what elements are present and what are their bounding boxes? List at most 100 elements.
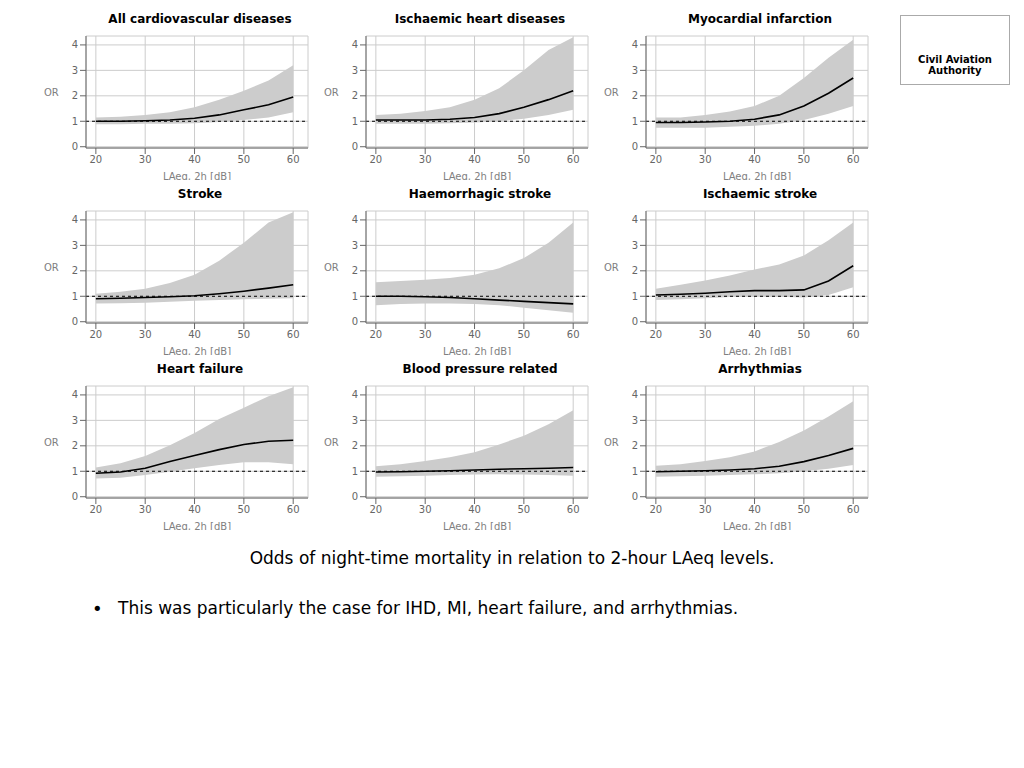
svg-text:4: 4 (632, 214, 638, 225)
svg-text:LAeq, 2h [dB]: LAeq, 2h [dB] (163, 346, 231, 355)
svg-text:50: 50 (237, 504, 250, 515)
svg-text:3: 3 (632, 415, 638, 426)
svg-text:40: 40 (188, 154, 201, 165)
svg-text:60: 60 (847, 154, 860, 165)
svg-text:0: 0 (632, 316, 638, 327)
svg-text:2: 2 (352, 265, 358, 276)
svg-text:LAeq, 2h [dB]: LAeq, 2h [dB] (443, 521, 511, 530)
svg-text:50: 50 (517, 329, 530, 340)
svg-text:OR: OR (604, 262, 619, 273)
svg-text:OR: OR (324, 437, 339, 448)
svg-text:60: 60 (287, 504, 300, 515)
svg-text:30: 30 (419, 154, 432, 165)
svg-text:30: 30 (699, 504, 712, 515)
svg-text:30: 30 (699, 154, 712, 165)
svg-text:20: 20 (89, 504, 102, 515)
svg-text:20: 20 (649, 329, 662, 340)
svg-text:20: 20 (649, 504, 662, 515)
svg-text:30: 30 (139, 504, 152, 515)
svg-text:0: 0 (72, 491, 78, 502)
svg-text:0: 0 (352, 141, 358, 152)
svg-text:2: 2 (352, 90, 358, 101)
svg-text:1: 1 (352, 116, 358, 127)
svg-text:0: 0 (72, 141, 78, 152)
svg-text:30: 30 (139, 329, 152, 340)
svg-text:3: 3 (632, 240, 638, 251)
svg-text:40: 40 (748, 504, 761, 515)
svg-text:1: 1 (632, 466, 638, 477)
svg-text:30: 30 (419, 329, 432, 340)
svg-text:40: 40 (748, 329, 761, 340)
svg-text:1: 1 (72, 466, 78, 477)
svg-text:20: 20 (89, 329, 102, 340)
svg-text:60: 60 (847, 329, 860, 340)
svg-text:40: 40 (468, 154, 481, 165)
svg-text:2: 2 (352, 440, 358, 451)
svg-text:4: 4 (72, 389, 78, 400)
svg-text:0: 0 (632, 491, 638, 502)
svg-text:40: 40 (748, 154, 761, 165)
svg-text:4: 4 (632, 39, 638, 50)
svg-text:LAeq, 2h [dB]: LAeq, 2h [dB] (163, 521, 231, 530)
svg-text:4: 4 (352, 389, 358, 400)
svg-text:1: 1 (72, 291, 78, 302)
svg-text:30: 30 (139, 154, 152, 165)
svg-text:3: 3 (632, 65, 638, 76)
svg-text:LAeq, 2h [dB]: LAeq, 2h [dB] (723, 171, 791, 180)
svg-text:40: 40 (188, 329, 201, 340)
svg-text:3: 3 (352, 415, 358, 426)
svg-text:60: 60 (567, 329, 580, 340)
svg-text:LAeq, 2h [dB]: LAeq, 2h [dB] (723, 521, 791, 530)
svg-text:0: 0 (632, 141, 638, 152)
svg-text:3: 3 (72, 415, 78, 426)
svg-text:1: 1 (352, 291, 358, 302)
svg-text:0: 0 (352, 491, 358, 502)
svg-text:40: 40 (468, 329, 481, 340)
svg-text:40: 40 (468, 504, 481, 515)
svg-text:OR: OR (44, 262, 59, 273)
svg-text:OR: OR (604, 87, 619, 98)
svg-text:50: 50 (517, 154, 530, 165)
svg-text:50: 50 (237, 329, 250, 340)
svg-text:30: 30 (699, 329, 712, 340)
svg-text:2: 2 (632, 90, 638, 101)
svg-text:60: 60 (847, 504, 860, 515)
svg-text:LAeq, 2h [dB]: LAeq, 2h [dB] (723, 346, 791, 355)
svg-text:1: 1 (632, 116, 638, 127)
svg-text:LAeq, 2h [dB]: LAeq, 2h [dB] (443, 346, 511, 355)
svg-text:OR: OR (324, 262, 339, 273)
svg-text:2: 2 (72, 265, 78, 276)
svg-text:50: 50 (517, 504, 530, 515)
svg-text:20: 20 (369, 329, 382, 340)
svg-text:1: 1 (72, 116, 78, 127)
svg-text:60: 60 (287, 154, 300, 165)
svg-text:20: 20 (89, 154, 102, 165)
svg-text:4: 4 (352, 39, 358, 50)
svg-text:60: 60 (567, 154, 580, 165)
svg-text:20: 20 (369, 504, 382, 515)
svg-text:1: 1 (352, 466, 358, 477)
svg-text:30: 30 (419, 504, 432, 515)
svg-text:OR: OR (324, 87, 339, 98)
svg-text:50: 50 (797, 504, 810, 515)
svg-text:3: 3 (352, 240, 358, 251)
svg-text:4: 4 (72, 39, 78, 50)
svg-text:OR: OR (604, 437, 619, 448)
svg-text:60: 60 (567, 504, 580, 515)
svg-text:20: 20 (649, 154, 662, 165)
svg-text:50: 50 (797, 329, 810, 340)
svg-text:60: 60 (287, 329, 300, 340)
svg-text:40: 40 (188, 504, 201, 515)
svg-text:2: 2 (72, 90, 78, 101)
svg-text:OR: OR (44, 437, 59, 448)
svg-text:LAeq, 2h [dB]: LAeq, 2h [dB] (163, 171, 231, 180)
svg-text:1: 1 (632, 291, 638, 302)
svg-text:3: 3 (72, 65, 78, 76)
svg-text:4: 4 (72, 214, 78, 225)
svg-text:2: 2 (632, 265, 638, 276)
svg-text:2: 2 (72, 440, 78, 451)
svg-text:50: 50 (237, 154, 250, 165)
svg-text:2: 2 (632, 440, 638, 451)
svg-text:3: 3 (72, 240, 78, 251)
svg-text:LAeq, 2h [dB]: LAeq, 2h [dB] (443, 171, 511, 180)
